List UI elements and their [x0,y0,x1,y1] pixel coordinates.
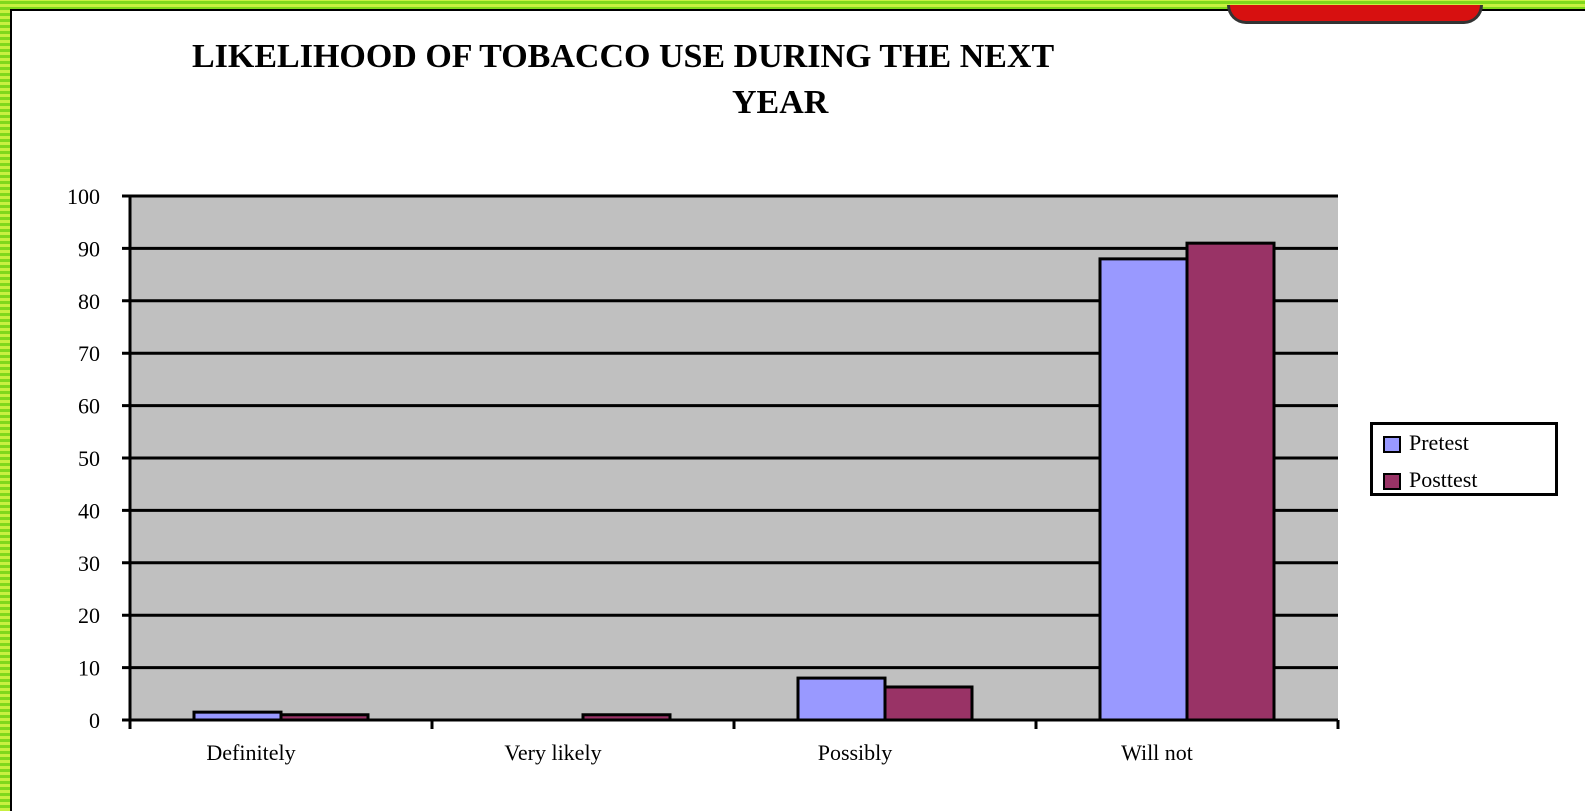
legend-swatch-pretest [1383,436,1401,454]
bar-pretest-possibly [796,676,887,722]
bar-posttest-will-not [1185,241,1276,722]
legend-item-posttest: Posttest [1383,467,1477,493]
legend: Pretest Posttest [1370,422,1558,496]
y-tick-label-100: 100 [67,184,100,209]
legend-label-pretest: Pretest [1409,430,1469,455]
bar-posttest-possibly [883,685,974,722]
legend-label-posttest: Posttest [1409,467,1478,492]
y-tick-label-10: 10 [78,656,100,681]
chart-title-line-1: LIKELIHOOD OF TOBACCO USE DURING THE NEX… [192,38,1055,75]
bar-posttest-very-likely [581,713,672,722]
y-tick-label-30: 30 [78,551,100,576]
y-tick-label-40: 40 [78,498,100,523]
bar-pretest-will-not [1098,257,1189,722]
chart-title-line-2: YEAR [732,84,829,121]
y-tick-label-50: 50 [78,446,100,471]
x-tick-label-definitely: Definitely [206,740,295,765]
y-tick-label-70: 70 [78,341,100,366]
y-tick-label-0: 0 [89,708,100,733]
y-tick-label-20: 20 [78,603,100,628]
y-tick-label-90: 90 [78,236,100,261]
bar-posttest-definitely [279,713,370,722]
y-tick-label-80: 80 [78,289,100,314]
legend-swatch-posttest [1383,473,1401,491]
bar-pretest-definitely [192,710,283,722]
y-tick-label-60: 60 [78,394,100,419]
chart-title: LIKELIHOOD OF TOBACCO USE DURING THE NEX… [185,34,1265,126]
x-tick-label-possibly: Possibly [818,740,893,765]
x-tick-label-will-not: Will not [1121,740,1193,765]
x-tick-label-very-likely: Very likely [504,740,601,765]
legend-item-pretest: Pretest [1383,430,1469,456]
